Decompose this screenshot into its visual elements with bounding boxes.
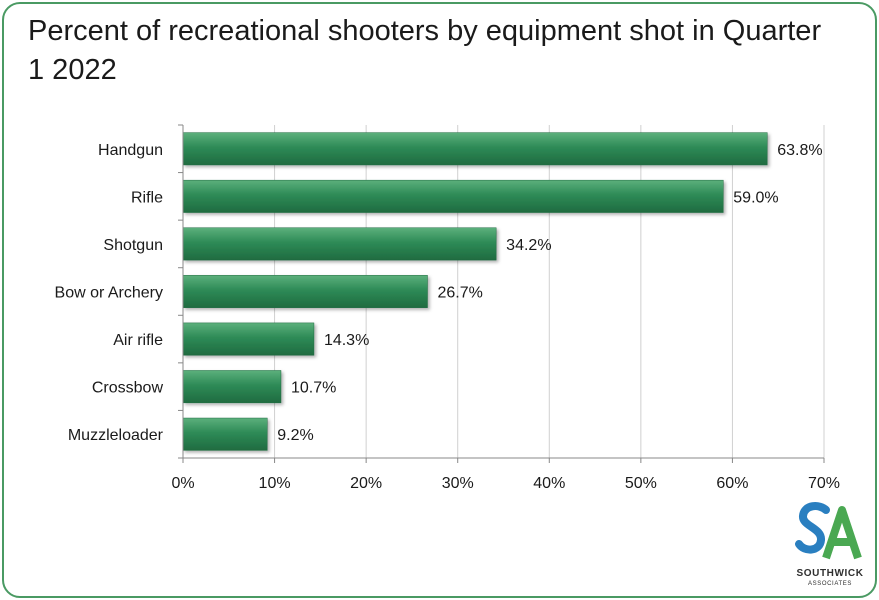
- logo-letter-s: [795, 502, 830, 554]
- category-label: Muzzleloader: [68, 427, 164, 444]
- x-tick-label: 20%: [350, 475, 382, 492]
- bar: [182, 370, 282, 404]
- bar: [182, 417, 268, 451]
- labels: 0% 10% 20% 30% 40% 50% 60% 70% Handgun 63.8% Rifle…: [55, 142, 841, 492]
- x-tick-label: 10%: [259, 475, 291, 492]
- axes: [178, 124, 825, 463]
- bars: [182, 132, 768, 451]
- bar: [182, 275, 428, 308]
- bar: [182, 322, 315, 356]
- x-tick-label: 70%: [808, 475, 840, 492]
- x-tick-label: 0%: [171, 475, 194, 492]
- data-label: 59.0%: [733, 189, 778, 206]
- category-label: Crossbow: [92, 380, 164, 397]
- data-label: 14.3%: [324, 332, 369, 349]
- data-label: 34.2%: [506, 237, 551, 254]
- category-label: Rifle: [131, 189, 163, 206]
- x-tick-label: 40%: [533, 475, 565, 492]
- chart-title: Percent of recreational shooters by equi…: [28, 15, 822, 86]
- logo-subtitle: ASSOCIATES: [808, 581, 852, 587]
- category-label: Shotgun: [103, 237, 163, 254]
- data-label: 10.7%: [291, 380, 336, 397]
- category-label: Handgun: [98, 142, 163, 159]
- data-label: 9.2%: [277, 427, 313, 444]
- x-tick-label: 30%: [442, 475, 474, 492]
- logo-letter-a: [822, 506, 862, 560]
- x-tick-label: 60%: [716, 475, 748, 492]
- category-label: Air rifle: [113, 332, 163, 349]
- bar: [182, 132, 768, 166]
- bar: [182, 227, 497, 261]
- bar: [182, 179, 724, 213]
- southwick-logo: SOUTHWICK ASSOCIATES: [790, 500, 870, 592]
- data-label: 26.7%: [437, 285, 482, 302]
- southwick-logo-mark: [795, 502, 862, 560]
- data-label: 63.8%: [777, 142, 822, 159]
- category-label: Bow or Archery: [55, 285, 163, 302]
- logo-name: SOUTHWICK: [796, 568, 864, 579]
- x-tick-label: 50%: [625, 475, 657, 492]
